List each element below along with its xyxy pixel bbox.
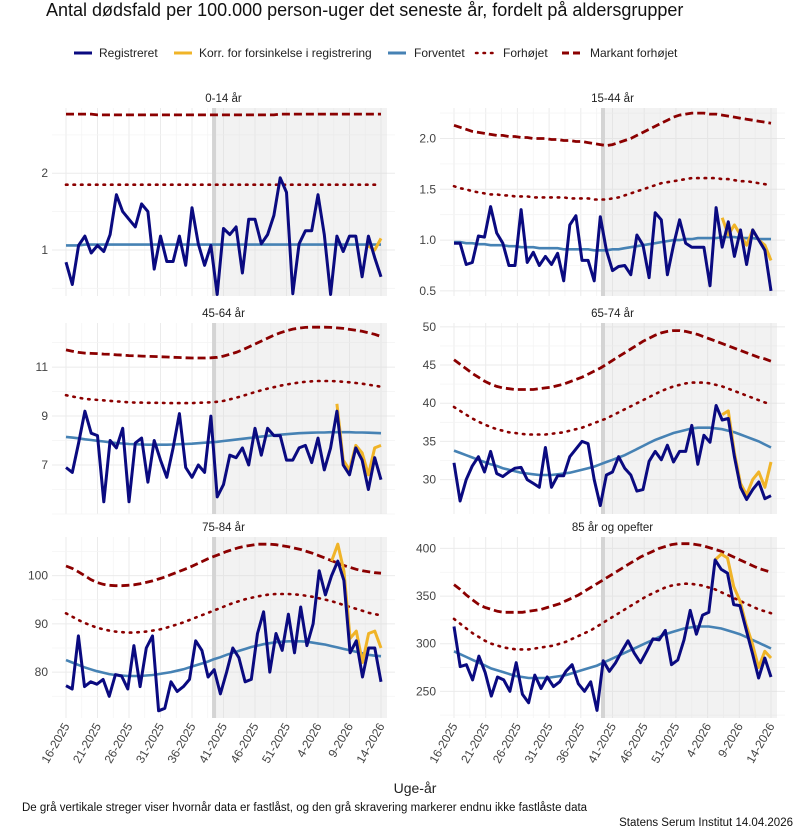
series-elevated [452, 176, 773, 201]
x-tick-label: 16-2025 [426, 720, 460, 765]
unfrozen-shading [602, 108, 777, 296]
x-tick-label: 21-2025 [458, 720, 492, 765]
y-tick-label: 50 [423, 320, 437, 334]
panel-title: 45-64 år [202, 308, 245, 320]
x-tick-label: 14-2026 [743, 720, 777, 765]
x-tick-label: 16-2025 [38, 720, 72, 765]
chart-source: Statens Serum Institut 14.04.2026 [619, 817, 793, 829]
series-markedly [453, 329, 772, 391]
series-markedly [66, 112, 381, 117]
series-markedly [65, 542, 382, 588]
x-tick-label: 31-2025 [522, 720, 556, 765]
series-registered [65, 559, 383, 713]
x-tick-label: 36-2025 [553, 720, 587, 765]
y-tick-label: 350 [416, 589, 436, 603]
legend-item-markedly: Markant forhøjet [562, 46, 678, 60]
panel-title: 85 år og opefter [572, 522, 653, 534]
series-registered [452, 558, 773, 712]
y-tick-label: 1 [41, 243, 48, 257]
y-tick-label: 11 [36, 360, 49, 374]
legend-item-corrected: Korr. for forsinkelse i registrering [174, 46, 372, 60]
y-tick-label: 100 [28, 569, 48, 583]
y-tick-label: 30 [423, 473, 437, 487]
y-tick-label: 2 [41, 166, 48, 180]
x-axis-title: Uge-år [394, 780, 437, 796]
series-expected [454, 235, 771, 252]
legend-item-registered: Registreret [74, 46, 158, 60]
x-axis-right: 16-202521-202526-202531-202536-202541-20… [426, 720, 777, 765]
y-tick-label: 45 [423, 358, 437, 372]
series-registered [452, 404, 772, 508]
panel-title: 75-84 år [202, 522, 245, 534]
series-registered [64, 176, 383, 296]
legend-label-markedly: Markant forhøjet [590, 46, 678, 60]
series-elevated [452, 381, 773, 436]
series-markedly [65, 325, 382, 360]
series-expected [453, 426, 772, 477]
panel: 15-44 år 0.5 1.0 1.5 2.0 [419, 93, 785, 298]
unfrozen-shading [214, 537, 387, 718]
legend-item-expected: Forventet [388, 46, 465, 60]
y-tick-label: 1.5 [419, 182, 436, 196]
legend-label-corrected: Korr. for forsinkelse i registrering [199, 46, 372, 60]
panel: 0-14 år 1 2 [41, 93, 395, 296]
legend-item-elevated: Forhøjet [474, 46, 548, 60]
series-expected [66, 243, 381, 247]
y-tick-label: 2.0 [419, 131, 436, 145]
y-tick-label: 9 [41, 409, 48, 423]
x-tick-label: 41-2025 [585, 720, 619, 765]
panel: 85 år og opefter 250 300 350 400 [416, 522, 785, 718]
x-tick-label: 51-2025 [648, 720, 682, 765]
x-tick-label: 41-2025 [196, 720, 230, 765]
panel-title: 15-44 år [591, 93, 634, 105]
y-tick-label: 7 [41, 458, 48, 472]
legend-label-expected: Forventet [414, 46, 465, 60]
x-tick-label: 46-2025 [617, 720, 651, 765]
y-tick-label: 250 [416, 684, 436, 698]
series-expected [453, 625, 772, 680]
y-tick-label: 300 [416, 637, 436, 651]
x-tick-label: 51-2025 [259, 720, 293, 765]
x-tick-label: 36-2025 [164, 720, 198, 765]
x-tick-label: 14-2026 [353, 720, 387, 765]
x-tick-label: 21-2025 [70, 720, 104, 765]
y-tick-label: 0.5 [419, 284, 436, 298]
y-tick-label: 35 [423, 434, 437, 448]
x-tick-label: 4-2026 [683, 720, 714, 760]
panel: 75-84 år 80 90 100 [28, 522, 395, 718]
y-tick-label: 90 [35, 617, 49, 631]
panels: 0-14 år 1 2 15-44 år 0.5 1.0 1.5 2.0 45-64 år 7 9 1… [28, 93, 785, 718]
x-tick-label: 4-2026 [294, 720, 325, 760]
series-markedly [453, 542, 772, 614]
legend: Registreret Korr. for forsinkelse i regi… [74, 46, 678, 60]
y-tick-label: 80 [35, 665, 49, 679]
x-tick-label: 9-2026 [325, 720, 356, 760]
series-elevated [64, 592, 383, 634]
x-tick-label: 9-2026 [715, 720, 746, 760]
x-axis-left: 16-202521-202526-202531-202536-202541-20… [38, 720, 387, 765]
series-corrected [330, 542, 383, 664]
unfrozen-shading [214, 323, 387, 514]
panel-title: 0-14 år [205, 93, 242, 105]
x-tick-label: 26-2025 [101, 720, 135, 765]
y-tick-label: 400 [416, 541, 436, 555]
x-tick-label: 46-2025 [227, 720, 261, 765]
series-registered [454, 205, 773, 292]
series-registered [65, 409, 383, 504]
legend-label-elevated: Forhøjet [503, 46, 548, 60]
series-elevated [452, 582, 773, 651]
chart-caption: De grå vertikale streger viser hvornår d… [22, 802, 588, 814]
series-elevated [64, 379, 383, 405]
chart-title: Antal dødsfald per 100.000 person-uger d… [46, 0, 683, 20]
panel: 45-64 år 7 9 11 [36, 308, 395, 515]
x-tick-label: 26-2025 [490, 720, 524, 765]
panel-title: 65-74 år [591, 308, 634, 320]
y-tick-label: 40 [423, 396, 437, 410]
y-tick-label: 1.0 [419, 233, 436, 247]
x-tick-label: 31-2025 [133, 720, 167, 765]
legend-label-registered: Registreret [99, 46, 158, 60]
panel: 65-74 år 30 35 40 45 50 [423, 308, 785, 514]
series-markedly [453, 111, 772, 148]
